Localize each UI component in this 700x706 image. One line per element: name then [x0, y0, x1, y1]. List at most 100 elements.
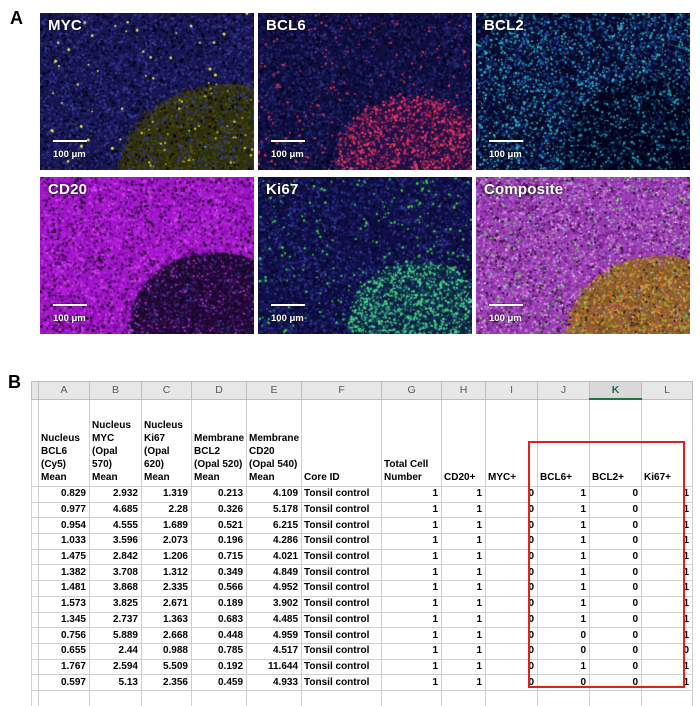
- field-header-F[interactable]: Core ID: [301, 398, 383, 487]
- table-cell[interactable]: [190, 690, 248, 706]
- table-cell[interactable]: 1.767: [38, 658, 90, 676]
- table-cell[interactable]: [31, 486, 39, 503]
- table-cell[interactable]: 3.708: [89, 564, 142, 582]
- field-header-B[interactable]: Nucleus MYC (Opal 570) Mean: [89, 398, 142, 487]
- table-cell[interactable]: 1: [441, 533, 487, 550]
- table-cell[interactable]: [89, 690, 142, 706]
- table-cell[interactable]: 1: [641, 564, 694, 582]
- table-cell[interactable]: [31, 674, 39, 691]
- table-cell[interactable]: 1: [641, 674, 694, 691]
- table-cell[interactable]: 1: [441, 658, 487, 676]
- field-header-A[interactable]: Nucleus BCL6 (Cy5) Mean: [38, 398, 90, 487]
- table-cell[interactable]: Tonsil control: [301, 564, 383, 582]
- table-cell[interactable]: [31, 611, 39, 629]
- table-cell[interactable]: 0.756: [38, 627, 90, 644]
- table-cell[interactable]: 4.952: [246, 580, 303, 597]
- table-cell[interactable]: Tonsil control: [301, 611, 383, 629]
- field-header-G[interactable]: Total Cell Number: [381, 398, 443, 487]
- table-cell[interactable]: 0.448: [190, 627, 248, 644]
- table-cell[interactable]: 5.178: [246, 501, 303, 519]
- table-cell[interactable]: Tonsil control: [301, 533, 383, 550]
- table-cell[interactable]: 1: [537, 517, 591, 535]
- column-header-C[interactable]: C: [141, 381, 192, 400]
- table-cell[interactable]: 0: [537, 627, 591, 644]
- table-cell[interactable]: [31, 595, 39, 613]
- field-header-J[interactable]: BCL6+: [537, 398, 591, 487]
- table-cell[interactable]: 2.073: [141, 533, 192, 550]
- table-cell[interactable]: 0: [485, 564, 539, 582]
- table-cell[interactable]: 0.213: [190, 486, 248, 503]
- table-cell[interactable]: Tonsil control: [301, 501, 383, 519]
- field-header-K[interactable]: BCL2+: [589, 398, 643, 487]
- table-cell[interactable]: 4.959: [246, 627, 303, 644]
- table-cell[interactable]: 1: [381, 674, 443, 691]
- table-cell[interactable]: [31, 517, 39, 535]
- table-cell[interactable]: 0.829: [38, 486, 90, 503]
- table-cell[interactable]: 3.868: [89, 580, 142, 597]
- table-cell[interactable]: 1.033: [38, 533, 90, 550]
- table-cell[interactable]: 4.109: [246, 486, 303, 503]
- table-cell[interactable]: 0.977: [38, 501, 90, 519]
- table-cell[interactable]: [31, 658, 39, 676]
- table-cell[interactable]: [31, 564, 39, 582]
- table-cell[interactable]: 1: [441, 595, 487, 613]
- table-cell[interactable]: 5.13: [89, 674, 142, 691]
- table-cell[interactable]: 1: [537, 501, 591, 519]
- table-cell[interactable]: Tonsil control: [301, 658, 383, 676]
- table-cell[interactable]: 0: [485, 611, 539, 629]
- table-cell[interactable]: 0: [485, 627, 539, 644]
- field-header-H[interactable]: CD20+: [441, 398, 487, 487]
- table-cell[interactable]: 1.206: [141, 548, 192, 566]
- table-cell[interactable]: 0.785: [190, 642, 248, 660]
- table-cell[interactable]: 5.889: [89, 627, 142, 644]
- table-cell[interactable]: 0: [589, 580, 643, 597]
- table-cell[interactable]: 0: [589, 611, 643, 629]
- table-cell[interactable]: 3.902: [246, 595, 303, 613]
- table-cell[interactable]: 0.521: [190, 517, 248, 535]
- table-cell[interactable]: 1: [441, 501, 487, 519]
- table-cell[interactable]: Tonsil control: [301, 627, 383, 644]
- table-cell[interactable]: 0: [589, 517, 643, 535]
- table-cell[interactable]: 4.517: [246, 642, 303, 660]
- table-cell[interactable]: 2.356: [141, 674, 192, 691]
- table-cell[interactable]: Tonsil control: [301, 548, 383, 566]
- table-cell[interactable]: [31, 533, 39, 550]
- table-cell[interactable]: 0.655: [38, 642, 90, 660]
- table-cell[interactable]: 4.849: [246, 564, 303, 582]
- table-cell[interactable]: Tonsil control: [301, 580, 383, 597]
- table-cell[interactable]: 1.481: [38, 580, 90, 597]
- table-cell[interactable]: 1: [641, 501, 694, 519]
- field-header-L[interactable]: Ki67+: [641, 398, 694, 487]
- column-header-A[interactable]: A: [38, 381, 90, 400]
- table-cell[interactable]: 1: [537, 533, 591, 550]
- table-cell[interactable]: 0: [485, 548, 539, 566]
- table-cell[interactable]: 0: [485, 674, 539, 691]
- table-cell[interactable]: [485, 690, 539, 706]
- table-cell[interactable]: 0: [641, 642, 694, 660]
- table-cell[interactable]: 1.312: [141, 564, 192, 582]
- table-cell[interactable]: 1.363: [141, 611, 192, 629]
- table-cell[interactable]: 0: [589, 548, 643, 566]
- table-cell[interactable]: 1.382: [38, 564, 90, 582]
- table-cell[interactable]: [31, 580, 39, 597]
- table-cell[interactable]: 1: [537, 658, 591, 676]
- table-cell[interactable]: 0: [589, 674, 643, 691]
- table-cell[interactable]: [31, 501, 39, 519]
- table-cell[interactable]: Tonsil control: [301, 517, 383, 535]
- table-cell[interactable]: Tonsil control: [301, 642, 383, 660]
- table-cell[interactable]: 1: [441, 548, 487, 566]
- table-cell[interactable]: 0.189: [190, 595, 248, 613]
- column-header-J[interactable]: J: [537, 381, 591, 400]
- table-cell[interactable]: 0.326: [190, 501, 248, 519]
- table-cell[interactable]: 1: [641, 517, 694, 535]
- table-cell[interactable]: 5.509: [141, 658, 192, 676]
- table-cell[interactable]: 2.335: [141, 580, 192, 597]
- table-cell[interactable]: 0: [589, 501, 643, 519]
- column-header-B[interactable]: B: [89, 381, 142, 400]
- table-cell[interactable]: 1: [537, 580, 591, 597]
- table-cell[interactable]: 1.475: [38, 548, 90, 566]
- table-cell[interactable]: 1: [441, 611, 487, 629]
- field-header-I[interactable]: MYC+: [485, 398, 539, 487]
- column-header-D[interactable]: D: [190, 381, 248, 400]
- table-cell[interactable]: [31, 690, 39, 706]
